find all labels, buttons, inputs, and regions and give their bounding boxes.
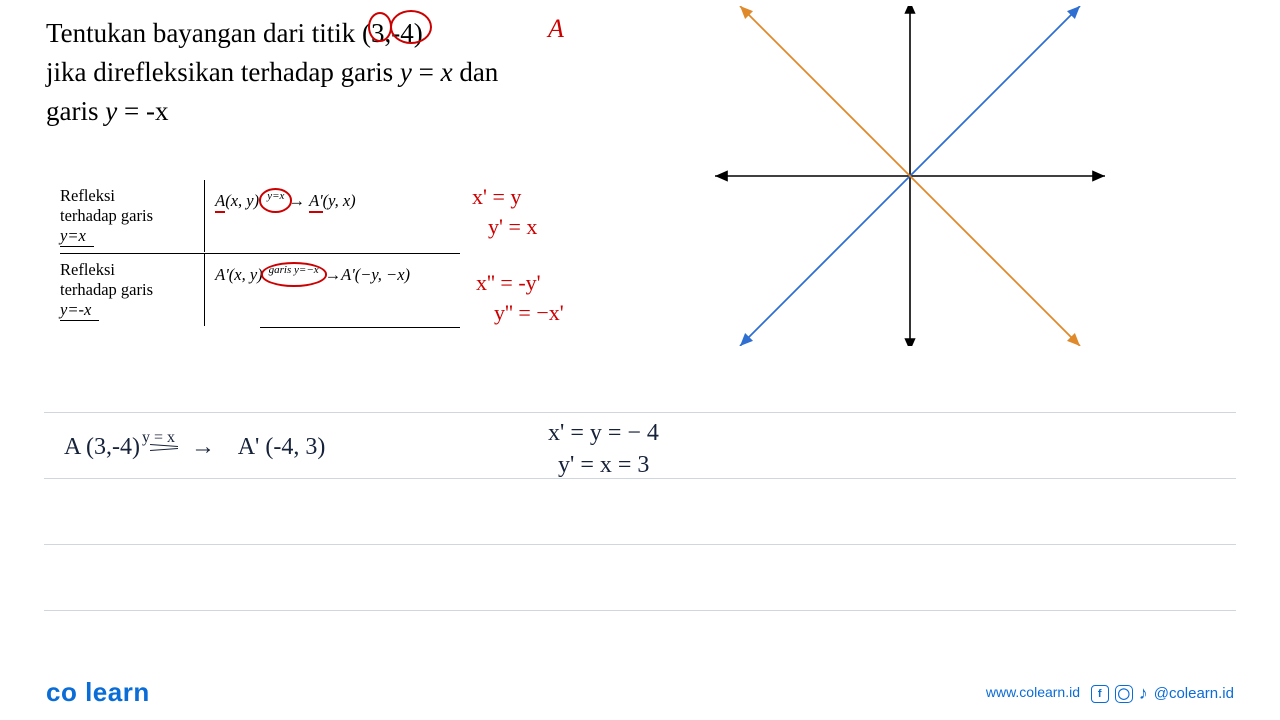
problem-line1: Tentukan bayangan dari titik (3,-4) — [46, 14, 498, 53]
red-note-4: y'' = −x' — [494, 300, 564, 326]
line2-text: jika direfleksikan terhadap garis — [46, 57, 400, 87]
social-handle: @colearn.id — [1154, 685, 1234, 702]
row1-yx: y=x — [60, 226, 94, 247]
rule-line — [44, 610, 1236, 611]
social: f ◯ ♪ @colearn.id — [1091, 683, 1234, 704]
row1-refleksi: Refleksi — [60, 186, 200, 206]
problem-text: Tentukan bayangan dari titik (3,-4) jika… — [46, 14, 498, 131]
line1-pre: Tentukan bayangan dari titik — [46, 18, 362, 48]
row1-A: A — [215, 191, 225, 213]
red-note-2: y' = x — [488, 214, 537, 240]
problem-line3: garis y = -x — [46, 92, 498, 131]
problem-line2: jika direfleksikan terhadap garis y = x … — [46, 53, 498, 92]
row2-refleksi: Refleksi — [60, 260, 200, 280]
row2-terhadap: terhadap garis — [60, 280, 200, 300]
logo-dot — [77, 677, 85, 707]
site-url: www.colearn.id — [986, 684, 1080, 700]
row2-ynegx: y=-x — [60, 300, 99, 321]
row2-arrow-label: garis y=−x — [269, 264, 319, 276]
red-note-3: x'' = -y' — [476, 270, 541, 296]
logo-learn: learn — [85, 677, 150, 707]
facebook-icon: f — [1091, 685, 1109, 703]
row1-terhadap: terhadap garis — [60, 206, 200, 226]
hw1-A: A (3,-4) — [64, 434, 140, 460]
logo: co learn — [46, 677, 150, 708]
reflection-table: Refleksi terhadap garis y=x A(x, y) y=x→… — [60, 180, 464, 328]
eq2-lhs: y — [105, 96, 117, 126]
handwritten-line-3: y' = x = 3 — [558, 452, 649, 479]
handwritten-line-1: A (3,-4) y = x→ A' (-4, 3) — [64, 434, 325, 461]
row2-arrow: garis y=−x — [265, 264, 323, 285]
row1-arrow: y=x — [263, 190, 288, 211]
row1-Aprime: A' — [309, 191, 323, 213]
hw1-arrow-label: y = x — [142, 429, 175, 446]
eq1-rhs: x — [441, 57, 453, 87]
handwritten-line-2: x' = y = − 4 — [548, 420, 659, 447]
coordinate-graph — [670, 6, 1150, 346]
instagram-icon: ◯ — [1115, 685, 1133, 703]
red-note-1: x' = y — [472, 184, 521, 210]
rule-line — [44, 544, 1236, 545]
tiktok-icon: ♪ — [1139, 683, 1148, 704]
eq1-lhs: y — [400, 57, 412, 87]
line3-text: garis — [46, 96, 105, 126]
point-circled: (3,-4) — [362, 14, 423, 53]
rule-line — [44, 412, 1236, 413]
line2-post: dan — [453, 57, 499, 87]
logo-co: co — [46, 677, 77, 707]
annotation-A: A — [548, 14, 564, 44]
footer: co learn www.colearn.id f ◯ ♪ @colearn.i… — [0, 672, 1280, 712]
hw1-Aprime: A' (-4, 3) — [238, 434, 326, 460]
eq2-rhs: -x — [146, 96, 169, 126]
